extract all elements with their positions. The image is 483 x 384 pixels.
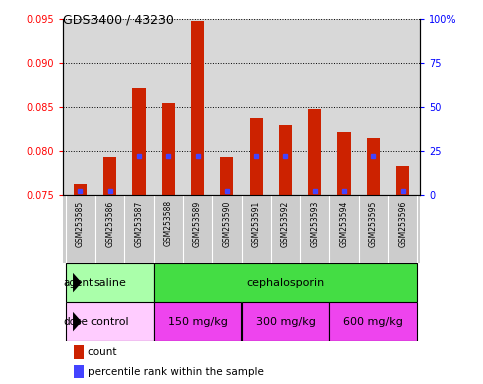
- Bar: [132, 88, 145, 195]
- Text: 150 mg/kg: 150 mg/kg: [168, 317, 227, 327]
- Polygon shape: [73, 312, 82, 331]
- Text: saline: saline: [93, 278, 126, 288]
- Bar: [250, 118, 263, 195]
- Bar: [338, 132, 351, 195]
- Text: GSM253591: GSM253591: [252, 200, 261, 247]
- Bar: [191, 21, 204, 195]
- Polygon shape: [73, 273, 82, 292]
- Text: GSM253595: GSM253595: [369, 200, 378, 247]
- Text: dose: dose: [63, 317, 88, 327]
- Text: cephalosporin: cephalosporin: [246, 278, 325, 288]
- Bar: [279, 124, 292, 195]
- Text: GSM253585: GSM253585: [76, 200, 85, 247]
- Bar: [66, 302, 154, 341]
- Text: control: control: [90, 317, 129, 327]
- Text: 600 mg/kg: 600 mg/kg: [343, 317, 403, 327]
- Text: GSM253588: GSM253588: [164, 200, 173, 247]
- Bar: [220, 157, 233, 195]
- Text: GSM253596: GSM253596: [398, 200, 407, 247]
- Bar: [308, 109, 321, 195]
- Text: agent: agent: [63, 278, 94, 288]
- Bar: [329, 302, 417, 341]
- Bar: [66, 263, 154, 302]
- Text: 300 mg/kg: 300 mg/kg: [256, 317, 315, 327]
- Bar: [154, 302, 242, 341]
- Text: GDS3400 / 43230: GDS3400 / 43230: [63, 13, 174, 26]
- Bar: [242, 302, 329, 341]
- Bar: [103, 157, 116, 195]
- Bar: [154, 263, 417, 302]
- Bar: [162, 103, 175, 195]
- Text: GSM253586: GSM253586: [105, 200, 114, 247]
- Bar: [73, 364, 84, 378]
- Bar: [367, 138, 380, 195]
- Bar: [74, 184, 87, 195]
- Text: GSM253593: GSM253593: [310, 200, 319, 247]
- Text: count: count: [88, 347, 117, 357]
- Bar: [396, 166, 409, 195]
- Text: percentile rank within the sample: percentile rank within the sample: [88, 367, 264, 377]
- Bar: [73, 345, 84, 359]
- Text: GSM253592: GSM253592: [281, 200, 290, 247]
- Text: GSM253594: GSM253594: [340, 200, 349, 247]
- Text: GSM253590: GSM253590: [222, 200, 231, 247]
- Text: GSM253589: GSM253589: [193, 200, 202, 247]
- Text: GSM253587: GSM253587: [134, 200, 143, 247]
